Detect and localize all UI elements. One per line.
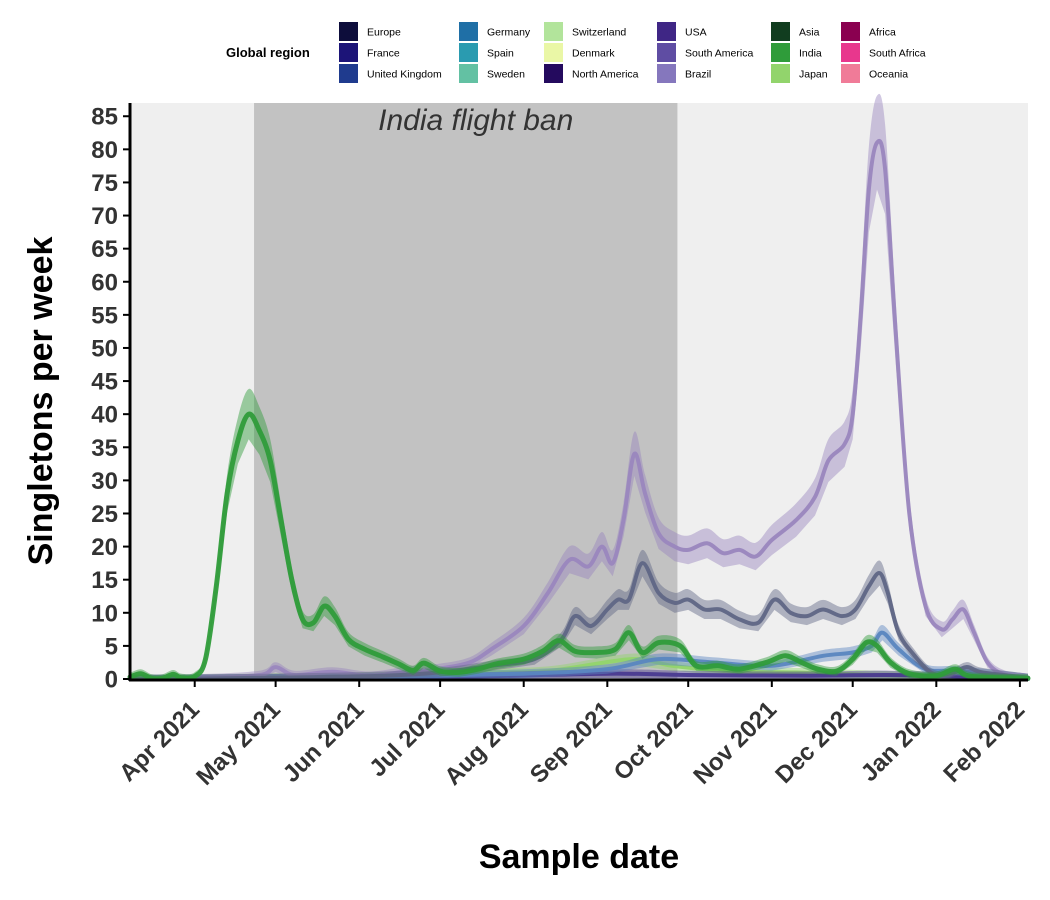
legend-label: France: [367, 48, 400, 60]
legend-label: Asia: [799, 27, 820, 39]
legend-swatch: [459, 22, 478, 41]
y-tick-label: 20: [91, 534, 118, 561]
legend-label: United Kingdom: [367, 69, 442, 81]
legend-swatch: [544, 64, 563, 83]
legend-swatch: [339, 64, 358, 83]
x-tick-label: Jul 2021: [364, 696, 450, 782]
series-india: [127, 388, 1031, 682]
legend-label: Sweden: [487, 69, 525, 81]
legend-swatch: [657, 22, 676, 41]
legend-label: Germany: [487, 27, 531, 39]
series-line-india: [127, 411, 1031, 682]
legend-label: Oceania: [869, 69, 908, 81]
flight-ban-region: [254, 103, 678, 679]
legend-label: Brazil: [685, 69, 711, 81]
y-tick-label: 25: [91, 501, 118, 528]
legend-swatch: [841, 64, 860, 83]
legend-swatch: [771, 22, 790, 41]
x-tick-label: May 2021: [191, 696, 286, 791]
y-tick-label: 55: [91, 302, 118, 329]
legend-label: South America: [685, 48, 753, 60]
x-tick-label: Jan 2022: [856, 696, 947, 787]
y-tick-label: 40: [91, 402, 118, 429]
series-line-united-kingdom: [128, 630, 1030, 681]
legend-swatch: [771, 64, 790, 83]
legend-swatch: [544, 43, 563, 62]
legend-label: South Africa: [869, 48, 926, 60]
y-tick-label: 10: [91, 600, 118, 627]
legend-swatch: [459, 43, 478, 62]
legend-label: North America: [572, 69, 639, 81]
legend-label: Japan: [799, 69, 828, 81]
legend-swatch: [339, 43, 358, 62]
x-tick-label: Jun 2021: [278, 696, 370, 788]
y-tick-label: 80: [91, 137, 118, 164]
legend-swatch: [544, 22, 563, 41]
y-tick-label: 60: [91, 269, 118, 296]
legend-label: Africa: [869, 27, 896, 39]
y-tick-label: 30: [91, 468, 118, 495]
legend-label: Switzerland: [572, 27, 626, 39]
series-line-europe: [128, 561, 1030, 681]
x-tick-label: Dec 2021: [770, 696, 863, 789]
legend-label: USA: [685, 27, 707, 39]
x-tick-label: Nov 2021: [688, 696, 782, 790]
x-tick-label: Oct 2021: [609, 696, 699, 786]
x-axis-title: Sample date: [479, 838, 679, 876]
y-tick-label: 65: [91, 236, 118, 263]
series-band-europe: [130, 549, 1028, 679]
y-tick-label: 35: [91, 435, 118, 462]
legend-label: Denmark: [572, 48, 615, 60]
legend-title: Global region: [226, 45, 310, 60]
y-tick-label: 5: [105, 633, 118, 660]
x-tick-label: Aug 2021: [439, 696, 534, 791]
legend-swatch: [841, 22, 860, 41]
x-tick-label: Feb 2022: [938, 696, 1030, 788]
legend-swatch: [841, 43, 860, 62]
y-axis-title: Singletons per week: [22, 237, 60, 566]
legend-swatch: [771, 43, 790, 62]
y-tick-label: 85: [91, 104, 118, 131]
y-tick-label: 75: [91, 170, 118, 197]
legend-swatch: [657, 43, 676, 62]
legend-label: Spain: [487, 48, 514, 60]
y-tick-label: 0: [105, 667, 118, 694]
y-tick-label: 50: [91, 335, 118, 362]
legend-swatch: [339, 22, 358, 41]
y-tick-label: 70: [91, 203, 118, 230]
y-tick-label: 45: [91, 369, 118, 396]
legend-swatch: [459, 64, 478, 83]
flight-ban-label: India flight ban: [378, 104, 573, 137]
series-europe: [128, 549, 1030, 681]
legend: Global region Europe France United Kingdom G…: [226, 22, 926, 83]
legend-label: India: [799, 48, 822, 60]
legend-label: Europe: [367, 27, 401, 39]
x-tick-label: Sep 2021: [525, 696, 618, 789]
legend-swatch: [657, 64, 676, 83]
x-tick-label: Apr 2021: [114, 696, 205, 787]
y-tick-label: 15: [91, 567, 118, 594]
